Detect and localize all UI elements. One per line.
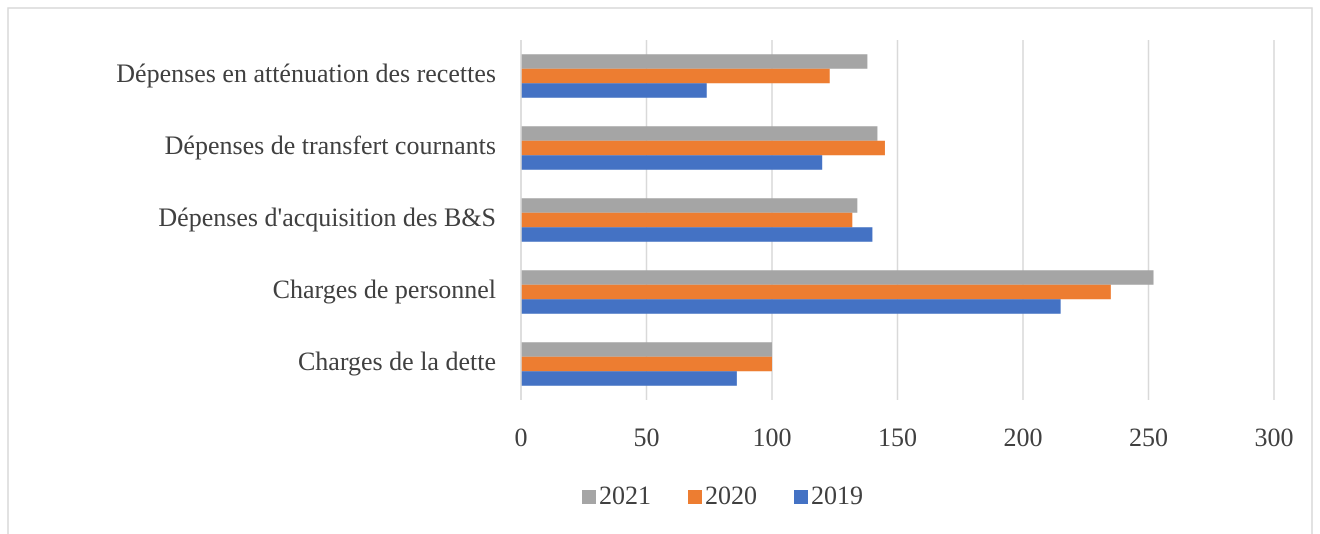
x-tick-label: 250: [1129, 423, 1168, 452]
y-tick-label: Dépenses de transfert cournants: [165, 131, 496, 160]
x-tick-label: 100: [753, 423, 792, 452]
bar: [521, 212, 853, 228]
bar: [521, 270, 1154, 285]
y-tick-label: Charges de la dette: [298, 347, 496, 376]
bar: [521, 54, 868, 69]
bar: [521, 198, 858, 213]
y-tick-label: Charges de personnel: [273, 275, 496, 304]
x-tick-label: 50: [634, 423, 660, 452]
bar: [521, 227, 873, 242]
x-tick-label: 150: [878, 423, 917, 452]
bar: [521, 68, 830, 84]
y-tick-label: Dépenses d'acquisition des B&S: [158, 203, 496, 232]
bar: [521, 83, 707, 98]
bar: [521, 299, 1061, 314]
y-tick-label: Dépenses en atténuation des recettes: [116, 59, 496, 88]
bar: [521, 356, 772, 372]
legend-label: 2021: [599, 481, 651, 510]
bar: [521, 342, 772, 357]
bar: [521, 155, 823, 170]
x-tick-label: 0: [515, 423, 528, 452]
bar: [521, 140, 885, 156]
x-tick-label: 200: [1004, 423, 1043, 452]
bar: [521, 284, 1111, 300]
x-tick-label: 300: [1255, 423, 1294, 452]
chart-border: [7, 7, 1313, 534]
legend-swatch: [794, 490, 808, 504]
legend-swatch: [688, 490, 702, 504]
legend-label: 2020: [705, 481, 757, 510]
legend-label: 2019: [811, 481, 863, 510]
bar: [521, 126, 878, 141]
bar: [521, 371, 737, 386]
legend-swatch: [582, 490, 596, 504]
